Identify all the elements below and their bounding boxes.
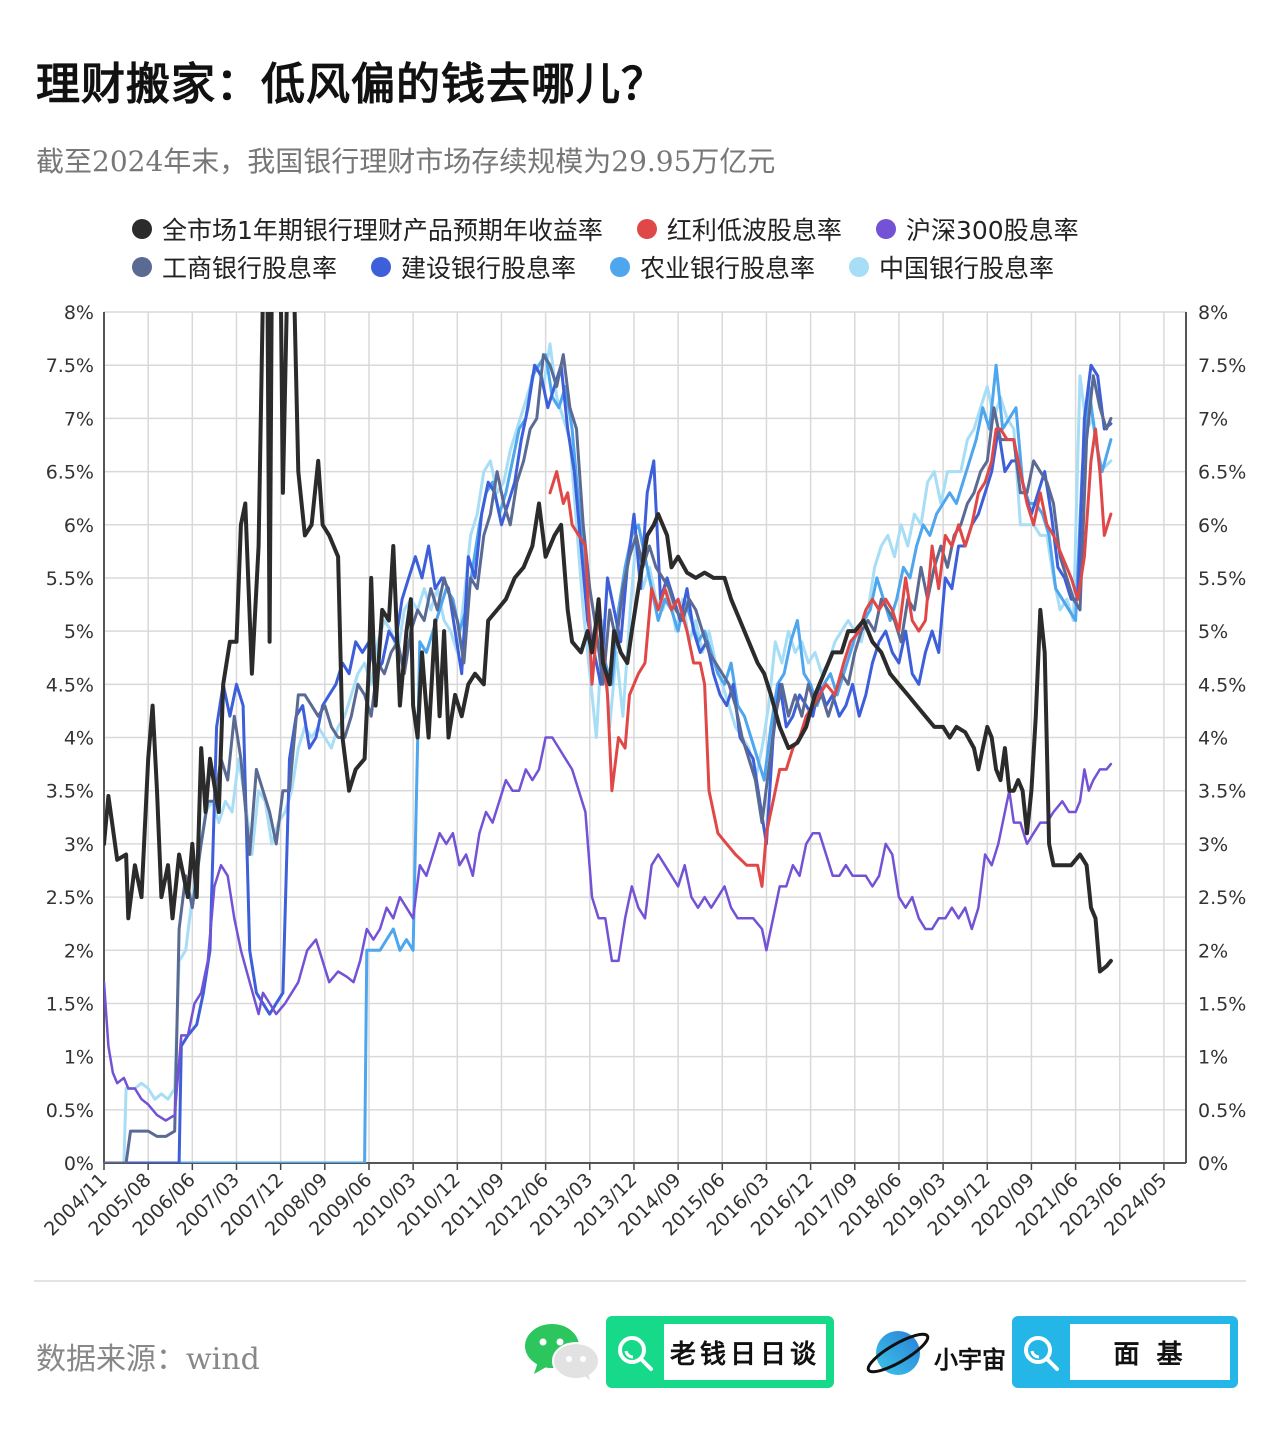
y-tick-label-right: 2.5% [1198, 887, 1246, 909]
y-tick-label-right: 7.5% [1198, 355, 1246, 377]
y-tick-label: 5% [64, 621, 94, 643]
y-tick-label: 0.5% [46, 1100, 94, 1122]
legend-swatch [132, 257, 152, 277]
legend-item: 建设银行股息率 [371, 249, 576, 285]
legend-swatch [636, 219, 657, 239]
y-tick-label-right: 6.5% [1198, 462, 1246, 484]
legend-item: 红利低波股息率 [636, 211, 842, 247]
y-tick-label: 3% [64, 834, 94, 856]
series-line-2 [104, 736, 1113, 1122]
legend-swatch [849, 257, 870, 277]
y-tick-label: 8% [64, 302, 94, 324]
series-line-5 [104, 353, 1113, 1163]
y-tick-label-right: 6% [1198, 515, 1228, 537]
wechat-icon [525, 1324, 600, 1381]
legend-label: 全市场1年期银行理财产品预期年收益率 [162, 216, 603, 245]
y-tick-label-right: 4% [1198, 728, 1228, 750]
y-tick-label-right: 5% [1198, 621, 1228, 643]
y-tick-label-right: 3.5% [1198, 781, 1246, 803]
page-title: 理财搬家：低风偏的钱去哪儿？ [36, 59, 666, 110]
series-line-1 [548, 427, 1113, 888]
y-tick-label: 7% [64, 408, 94, 430]
y-tick-label-right: 0.5% [1198, 1100, 1246, 1122]
series-line-6 [104, 342, 1113, 1163]
search-box-mianji[interactable]: 面 基 [1012, 1316, 1238, 1388]
legend-label: 中国银行股息率 [879, 254, 1055, 283]
data-source: 数据来源：wind [36, 1342, 260, 1377]
legend-label: 建设银行股息率 [401, 254, 577, 283]
y-tick-label: 0% [64, 1153, 94, 1175]
y-tick-label: 5.5% [46, 568, 94, 590]
y-tick-label: 7.5% [46, 355, 94, 377]
series-line-0 [104, 312, 1113, 974]
series-line-4 [104, 363, 1113, 1163]
legend-item: 工商银行股息率 [132, 249, 337, 285]
y-tick-label: 3.5% [46, 781, 94, 803]
y-tick-label-right: 5.5% [1198, 568, 1246, 590]
y-tick-label: 2.5% [46, 887, 94, 909]
y-tick-label-right: 4.5% [1198, 674, 1246, 696]
footer-divider [34, 1280, 1246, 1282]
y-tick-label-right: 7% [1198, 408, 1228, 430]
legend-label: 工商银行股息率 [162, 254, 338, 283]
page-subtitle: 截至2024年末，我国银行理财市场存续规模为29.95万亿元 [36, 145, 776, 178]
legend-item: 农业银行股息率 [610, 249, 815, 285]
series-line-3 [104, 353, 1113, 1163]
y-tick-label-right: 1% [1198, 1047, 1228, 1069]
search-icon [1024, 1336, 1059, 1371]
legend-item: 沪深300股息率 [875, 211, 1079, 247]
legend-swatch [610, 257, 631, 277]
legend-label: 沪深300股息率 [905, 216, 1079, 245]
y-tick-label: 4% [64, 728, 94, 750]
search-query: 面 基 [1070, 1324, 1230, 1380]
y-tick-label-right: 8% [1198, 302, 1228, 324]
legend-label: 农业银行股息率 [640, 254, 816, 283]
y-tick-label: 6.5% [46, 462, 94, 484]
legend-swatch [875, 219, 896, 239]
line-chart: 0% 0% 0.5% 0.5% 1% 1% 1.5% 1.5% 2% 2% 2.5% 2.5% 3% 3%… [40, 302, 1246, 1240]
brand-label: 小宇宙 [934, 1346, 1006, 1374]
planet-icon [866, 1331, 930, 1375]
y-tick-label: 1.5% [46, 993, 94, 1015]
search-box-laoqian[interactable]: 老钱日日谈 [606, 1316, 834, 1388]
y-tick-label-right: 3% [1198, 834, 1228, 856]
legend-swatch [371, 257, 392, 277]
y-tick-label-right: 1.5% [1198, 993, 1246, 1015]
y-tick-label-right: 0% [1198, 1153, 1228, 1175]
legend-item: 中国银行股息率 [849, 249, 1054, 285]
y-tick-label: 1% [64, 1047, 94, 1069]
y-tick-label-right: 2% [1198, 940, 1228, 962]
search-query: 老钱日日谈 [664, 1324, 826, 1380]
legend-label: 红利低波股息率 [666, 216, 842, 245]
legend-swatch [132, 219, 152, 239]
legend-item: 全市场1年期银行理财产品预期年收益率 [132, 211, 603, 247]
chart-legend: 全市场1年期银行理财产品预期年收益率 红利低波股息率 沪深300股息率 工商银行… [132, 210, 1232, 286]
y-tick-label: 2% [64, 940, 94, 962]
y-tick-label: 4.5% [46, 674, 94, 696]
y-tick-label: 6% [64, 515, 94, 537]
search-icon [618, 1336, 653, 1371]
